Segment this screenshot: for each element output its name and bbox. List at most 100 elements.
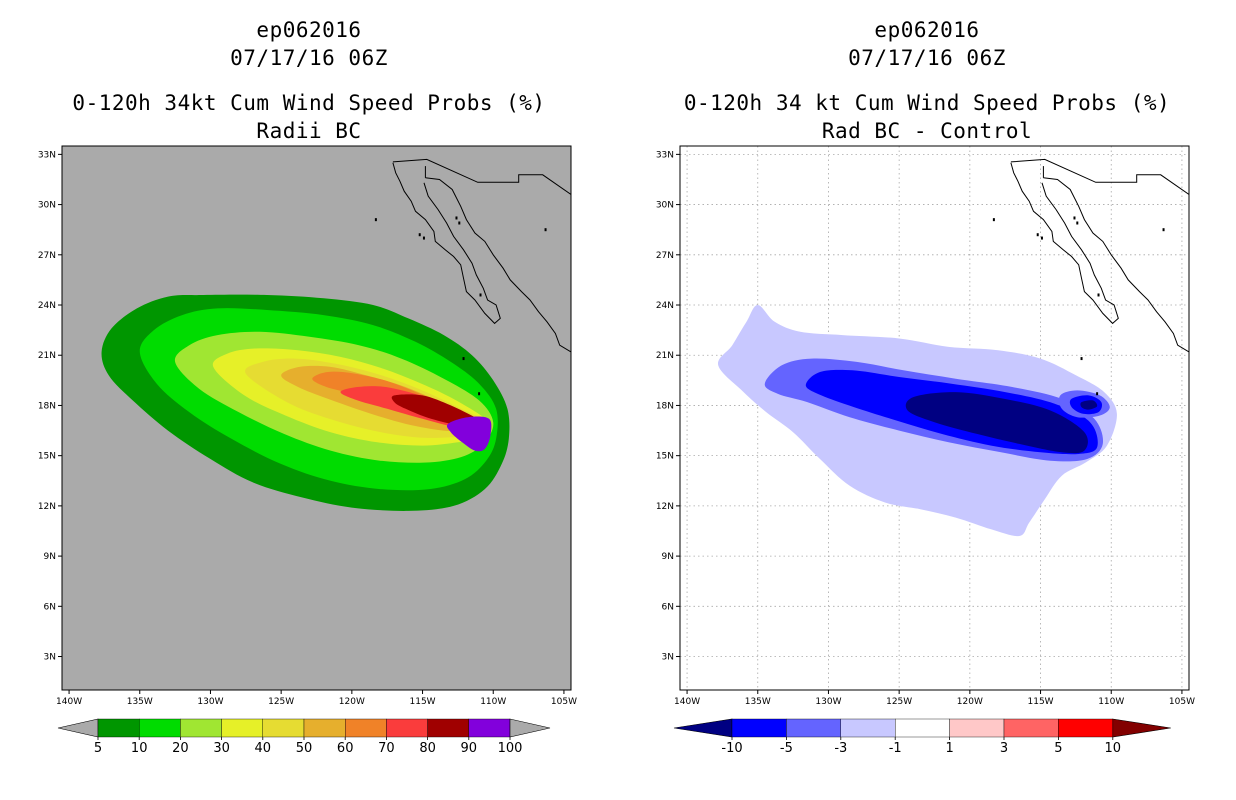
x-tick-label: 115W [410,697,436,707]
colorbar-label: 70 [378,741,395,756]
y-tick-label: 9N [662,552,674,562]
island [479,293,482,297]
y-tick-label: 24N [38,301,56,311]
colorbar-label: -1 [889,741,902,756]
x-tick-label: 125W [268,697,294,707]
y-tick-label: 9N [44,552,56,562]
contour-level-90 [446,416,492,452]
storm-id-title: ep062016 [874,18,980,42]
colorbar-cell [786,718,841,738]
colorbar-cell [97,718,140,738]
colorbar-label: 80 [419,741,436,756]
colorbar-label: 40 [255,741,272,756]
colorbar-cell [949,718,1005,738]
colorbar-cell [1058,718,1113,738]
chart-subtitle: Rad BC - Control [821,119,1033,143]
x-tick-label: 140W [56,697,82,707]
colorbar-cell [221,718,264,738]
chart-title: 0-120h 34 kt Cum Wind Speed Probs (%) [683,91,1171,115]
storm-id-title: ep062016 [256,18,362,42]
island [1080,357,1083,361]
colorbar-label: -3 [834,741,847,756]
colorbar-label: 3 [1000,741,1008,756]
x-tick-label: 120W [339,697,365,707]
y-tick-label: 33N [656,150,674,160]
contour-level--10 [905,392,1088,454]
colorbar: 5 10 20 30 40 50 60 70 80 90 100 [57,718,551,756]
x-tick-label: 135W [745,697,771,707]
colorbar-cell [1003,718,1059,738]
colorbar-cell [180,718,222,738]
island [458,221,461,225]
y-tick-label: 18N [38,401,56,411]
map-content [680,146,1189,690]
y-tick-label: 21N [38,351,56,361]
y-tick-label: 15N [656,452,674,462]
island [1076,221,1079,225]
y-tick-label: 30N [656,201,674,211]
colorbar: -10 -5 -3 -1 1 3 5 10 [673,718,1171,756]
mainland-coastline [1043,177,1189,353]
plot-frame [61,145,572,691]
colorbar-label: 5 [94,741,102,756]
colorbar-label: 20 [172,741,189,756]
probability-map: 140W 135W 130W 125W 120W 115W 110W 105W 3N 6N 9N 12… [38,145,577,756]
colorbar-label: 90 [461,741,478,756]
mainland-coastline [425,177,571,353]
colorbar-label: 100 [498,741,523,756]
baja-coastline [392,162,501,325]
colorbar-label: -10 [721,741,742,756]
x-tick-label: 110W [480,697,506,707]
colorbar-cell [840,718,896,738]
x-tick-label: 120W [957,697,983,707]
island [374,218,377,222]
island [992,218,995,222]
y-tick-label: 6N [662,602,674,612]
baja-coastline [1010,162,1119,325]
colorbar-label: -5 [780,741,793,756]
colorbar-cell [427,718,470,738]
x-tick-label: 135W [127,697,153,707]
x-tick-label: 130W [197,697,223,707]
y-tick-label: 18N [656,401,674,411]
x-tick-label: 105W [1169,697,1195,707]
island [1162,228,1165,232]
x-tick-label: 115W [1028,697,1054,707]
x-tick-label: 105W [551,697,577,707]
datetime-title: 07/17/16 06Z [848,46,1006,70]
island [422,236,425,240]
y-tick-label: 30N [38,201,56,211]
y-tick-label: 27N [656,251,674,261]
y-tick-label: 15N [38,452,56,462]
plot-frame [679,145,1190,691]
island [1036,233,1039,237]
left-panel: ep062016 07/17/16 06Z 0-120h 34kt Cum Wi… [38,18,577,756]
y-tick-label: 33N [38,150,56,160]
x-tick-label: 130W [815,697,841,707]
island [418,233,421,237]
colorbar-upper-triangle [509,718,551,738]
x-tick-label: 140W [674,697,700,707]
y-tick-label: 12N [38,502,56,512]
y-tick-label: 24N [656,301,674,311]
chart-subtitle: Radii BC [256,119,362,143]
island [478,392,481,396]
y-tick-label: 21N [656,351,674,361]
colorbar-lower-triangle [57,718,99,738]
x-tick-label: 110W [1098,697,1124,707]
colorbar-cell [386,718,428,738]
colorbar-cell [262,718,305,738]
colorbar-lower-triangle [673,718,733,738]
colorbar-cell [345,718,387,738]
colorbar-label: 60 [337,741,354,756]
country-border [392,158,571,195]
colorbar-cell [138,718,181,738]
colorbar-cell [731,718,787,738]
y-tick-label: 12N [656,502,674,512]
colorbar-label: 50 [296,741,313,756]
colorbar-label: 10 [131,741,148,756]
island [462,357,465,361]
colorbar-cell [895,718,950,738]
y-tick-label: 3N [662,653,674,663]
colorbar-label: 5 [1054,741,1062,756]
